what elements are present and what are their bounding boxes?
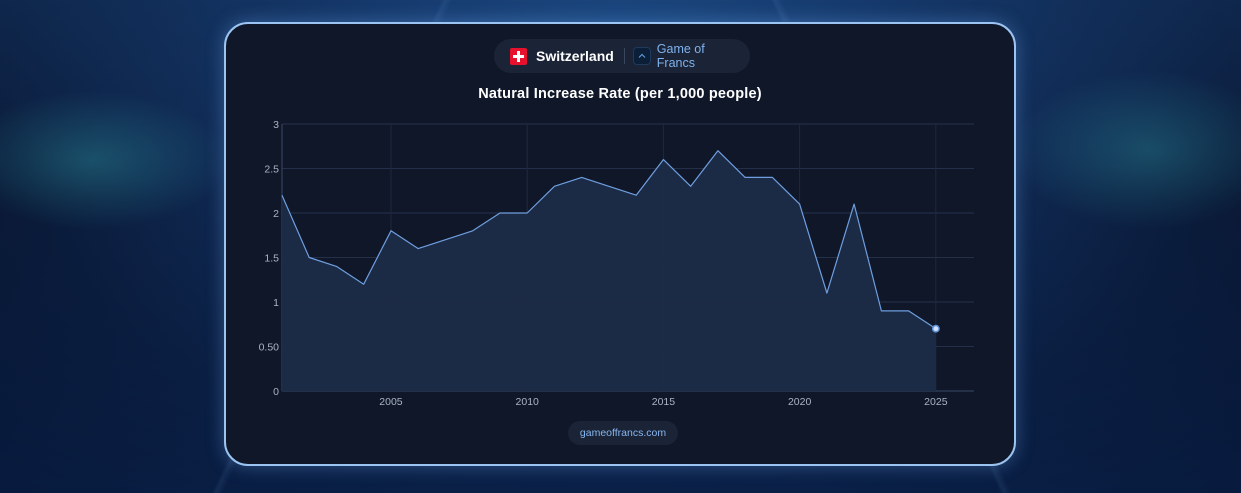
chart-card: Switzerland Game of Francs Natural Incre… <box>224 22 1016 466</box>
data-point <box>662 158 665 161</box>
data-point <box>635 194 638 197</box>
x-tick-label: 2020 <box>788 396 812 408</box>
data-point <box>825 292 828 295</box>
area-chart: 0 0.50 1 1.5 2 2.5 3 2005 2010 2015 2020 2025 <box>259 119 974 408</box>
data-point <box>281 194 284 197</box>
game-of-francs-logo-icon <box>632 47 651 65</box>
data-point <box>308 256 311 259</box>
x-tick-label: 2010 <box>516 396 540 408</box>
y-tick-label: 0.50 <box>259 342 280 354</box>
y-tick-label: 0 <box>273 386 279 398</box>
data-point <box>880 309 883 312</box>
y-tick-label: 1 <box>273 297 279 309</box>
y-tick-label: 1.5 <box>264 253 279 265</box>
background-glow-left <box>0 90 230 230</box>
data-point <box>417 247 420 250</box>
website-link[interactable]: gameoffrancs.com <box>568 421 678 445</box>
data-point <box>607 185 610 188</box>
header-divider <box>623 48 625 64</box>
data-point <box>744 176 747 179</box>
y-tick-label: 3 <box>273 119 279 131</box>
header-pill: Switzerland Game of Francs <box>494 39 750 73</box>
x-tick-label: 2005 <box>379 396 403 408</box>
data-point <box>853 203 856 206</box>
swiss-flag-icon <box>510 47 527 65</box>
data-point <box>444 238 447 241</box>
y-tick-label: 2 <box>273 208 279 220</box>
area-fill <box>282 150 936 391</box>
data-point <box>471 229 474 232</box>
data-point <box>553 185 556 188</box>
data-point <box>907 309 910 312</box>
last-point-marker <box>931 324 940 333</box>
data-point <box>526 212 529 215</box>
x-tick-label: 2025 <box>924 396 948 408</box>
data-point <box>580 176 583 179</box>
data-point <box>498 212 501 215</box>
website-link-label: gameoffrancs.com <box>579 427 667 439</box>
data-point <box>798 203 801 206</box>
y-tick-label: 2.5 <box>264 164 279 176</box>
data-point <box>771 176 774 179</box>
brand-name[interactable]: Game of Francs <box>656 42 705 70</box>
data-point <box>716 149 719 152</box>
background-glow-right <box>1011 70 1241 230</box>
country-name: Switzerland <box>536 48 614 64</box>
data-point <box>362 283 365 286</box>
data-point <box>389 229 392 232</box>
data-point <box>689 185 692 188</box>
data-point <box>335 265 338 268</box>
x-tick-label: 2015 <box>652 396 676 408</box>
chart-title: Natural Increase Rate (per 1,000 people) <box>478 86 762 102</box>
series-line <box>281 150 937 330</box>
